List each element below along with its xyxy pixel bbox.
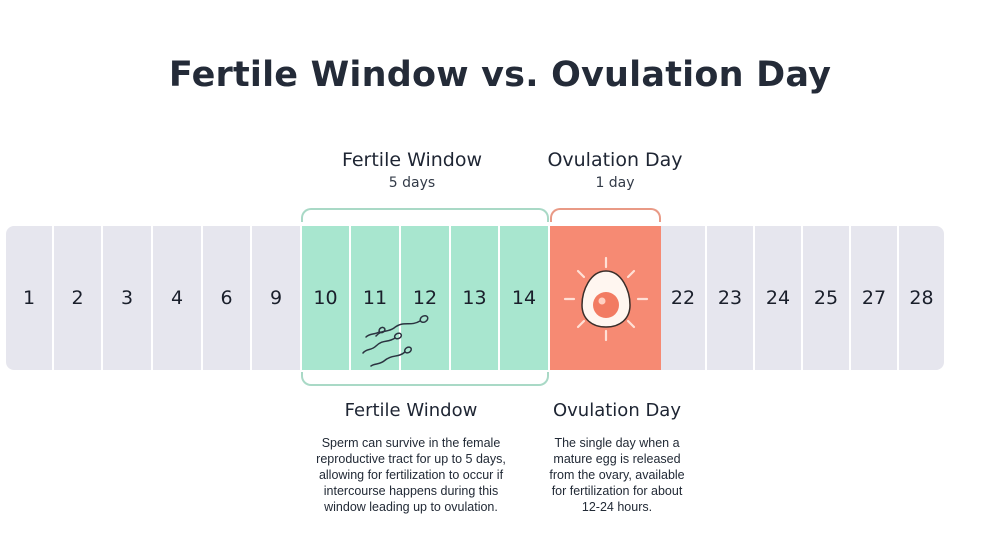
day-number: 4	[170, 287, 184, 309]
day-number: 1	[22, 287, 36, 309]
day-number: 10	[313, 287, 338, 309]
day-number: 2	[71, 287, 84, 309]
day-cell-6: 6	[203, 226, 250, 370]
day-cell-24: 24	[755, 226, 801, 370]
day-cell-13: 13	[451, 226, 498, 370]
ovulation-day-top-title: Ovulation Day	[547, 149, 683, 171]
day-number: 3	[120, 287, 134, 309]
day-cell-27: 27	[851, 226, 897, 370]
ovulation-day-top-bracket	[550, 208, 661, 222]
day-cell-28: 28	[899, 226, 944, 370]
day-cell-25: 25	[803, 226, 849, 370]
day-number: 28	[909, 287, 934, 309]
day-cell-23: 23	[707, 226, 753, 370]
ovulation-day-top-label: Ovulation Day 1 day	[530, 148, 700, 194]
day-number: 9	[269, 287, 283, 309]
day-cell-4: 4	[153, 226, 201, 370]
ovulation-day-description: The single day when a mature egg is rele…	[549, 436, 685, 514]
day-cell-10: 10	[302, 226, 349, 370]
fertile-window-top-bracket	[301, 208, 549, 222]
fertile-window-bottom-title: Fertile Window	[344, 400, 478, 421]
ovulation-day-duration: 1 day	[595, 175, 635, 191]
day-number: 25	[813, 287, 839, 309]
fertile-window-description: Sperm can survive in the female reproduc…	[316, 436, 506, 514]
day-cell-14: 14	[500, 226, 548, 370]
day-number: 12	[412, 287, 438, 309]
day-cell-9: 9	[252, 226, 300, 370]
day-cell-22: 22	[661, 226, 705, 370]
day-cell-1: 1	[6, 226, 52, 370]
fertile-window-duration: 5 days	[388, 175, 436, 191]
day-number: 24	[765, 287, 791, 309]
page-title: Fertile Window vs. Ovulation Day	[168, 55, 832, 95]
fertile-window-top-title: Fertile Window	[341, 149, 483, 171]
fertile-window-bottom-bracket	[301, 372, 549, 386]
sperm-icon	[362, 314, 429, 367]
day-number: 27	[861, 287, 887, 309]
day-number: 22	[670, 287, 696, 309]
ovulation-day-bottom-title: Ovulation Day	[552, 400, 681, 421]
day-number: 14	[511, 287, 537, 309]
day-number: 11	[362, 287, 388, 309]
day-number: 13	[462, 287, 487, 309]
day-cell-2: 2	[54, 226, 101, 370]
egg-icon	[563, 256, 649, 342]
day-cell-12: 12	[401, 226, 449, 370]
day-number: 6	[220, 287, 233, 309]
day-number: 23	[717, 287, 743, 309]
fertile-window-top-label: Fertile Window 5 days	[302, 148, 522, 194]
day-cell-3: 3	[103, 226, 151, 370]
